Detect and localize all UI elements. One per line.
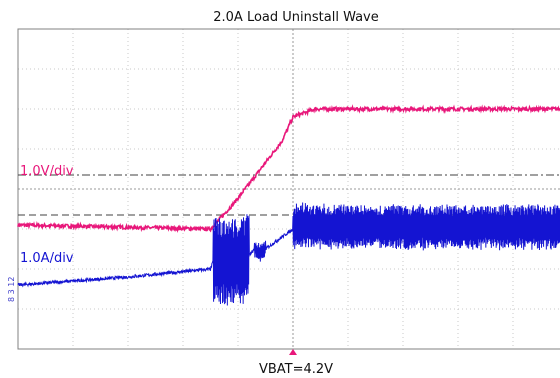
current-scale-label: 1.0A/div bbox=[20, 251, 74, 266]
graticule bbox=[17, 28, 560, 350]
voltage-scale-label: 1.0V/div bbox=[20, 164, 74, 179]
voltage-trace bbox=[17, 104, 560, 233]
current-trace bbox=[17, 202, 560, 306]
traces bbox=[17, 104, 560, 306]
trigger-marker-icon bbox=[289, 349, 297, 355]
reference-lines bbox=[18, 174, 560, 216]
chart-title: 2.0A Load Uninstall Wave bbox=[213, 10, 379, 25]
chart-footer: VBAT=4.2V bbox=[259, 362, 333, 377]
channel-markers: 8 3 12 bbox=[7, 277, 16, 302]
